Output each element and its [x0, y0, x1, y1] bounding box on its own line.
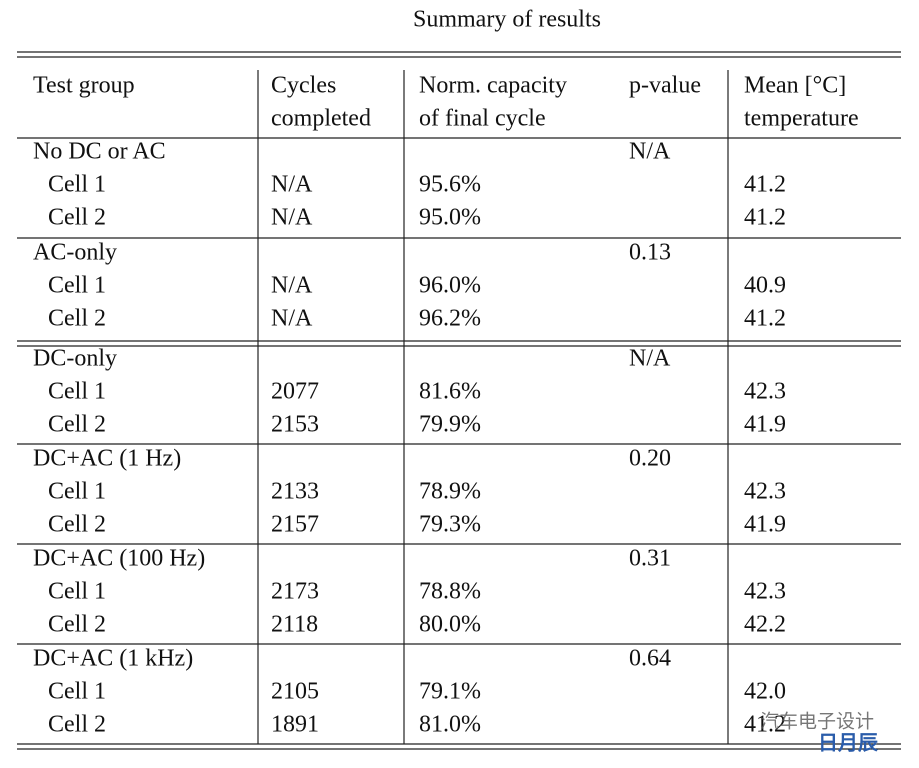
- header-cell: Cycles: [271, 73, 336, 99]
- row-label: Cell 2: [48, 712, 106, 738]
- cell: 41.2: [744, 172, 786, 198]
- header-cell: Mean [°C]: [744, 73, 846, 99]
- p-value: 0.31: [629, 546, 671, 572]
- p-value: N/A: [629, 346, 671, 372]
- cell: 96.2%: [419, 306, 481, 332]
- row-label: Cell 2: [48, 412, 106, 438]
- p-value: 0.13: [629, 240, 671, 266]
- p-value: 0.64: [629, 646, 671, 672]
- cell: 42.3: [744, 579, 786, 605]
- cell: 79.3%: [419, 512, 481, 538]
- cell: 41.2: [744, 306, 786, 332]
- row-label: Cell 1: [48, 273, 106, 299]
- row-label: Cell 1: [48, 479, 106, 505]
- cell: 1891: [271, 712, 319, 738]
- row-label: Cell 2: [48, 512, 106, 538]
- header-cell: Test group: [33, 73, 135, 99]
- row-label: Cell 1: [48, 579, 106, 605]
- cell: 2118: [271, 612, 318, 638]
- cell: 95.0%: [419, 205, 481, 231]
- group-name: No DC or AC: [33, 139, 166, 165]
- header-cell: of final cycle: [419, 106, 546, 132]
- cell: 42.0: [744, 679, 786, 705]
- cell: 79.1%: [419, 679, 481, 705]
- cell: 2077: [271, 379, 319, 405]
- row-label: Cell 2: [48, 306, 106, 332]
- cell: 41.2: [744, 712, 786, 738]
- group-name: DC+AC (100 Hz): [33, 546, 205, 572]
- header-cell: p-value: [629, 73, 701, 99]
- cell: 2153: [271, 412, 319, 438]
- cell: 96.0%: [419, 273, 481, 299]
- cell: 78.9%: [419, 479, 481, 505]
- cell: N/A: [271, 273, 313, 299]
- p-value: 0.20: [629, 446, 671, 472]
- cell: 42.2: [744, 612, 786, 638]
- cell: 41.9: [744, 512, 786, 538]
- header-cell: completed: [271, 106, 371, 132]
- row-label: Cell 2: [48, 205, 106, 231]
- header-cell: Norm. capacity: [419, 73, 567, 99]
- cell: N/A: [271, 205, 313, 231]
- p-value: N/A: [629, 139, 671, 165]
- table-title: Summary of results: [413, 7, 601, 33]
- group-name: DC+AC (1 Hz): [33, 446, 181, 472]
- cell: 81.0%: [419, 712, 481, 738]
- cell: 2173: [271, 579, 319, 605]
- cell: 41.9: [744, 412, 786, 438]
- row-label: Cell 2: [48, 612, 106, 638]
- cell: 2133: [271, 479, 319, 505]
- cell: 78.8%: [419, 579, 481, 605]
- row-label: Cell 1: [48, 679, 106, 705]
- cell: 2105: [271, 679, 319, 705]
- group-name: DC+AC (1 kHz): [33, 646, 193, 672]
- cell: 40.9: [744, 273, 786, 299]
- group-name: AC-only: [33, 240, 117, 266]
- cell: 95.6%: [419, 172, 481, 198]
- watermark-logo: 日月辰: [818, 731, 879, 755]
- cell: 81.6%: [419, 379, 481, 405]
- cell: 42.3: [744, 379, 786, 405]
- row-label: Cell 1: [48, 379, 106, 405]
- row-label: Cell 1: [48, 172, 106, 198]
- cell: 79.9%: [419, 412, 481, 438]
- watermark-text: 汽车电子设计: [760, 711, 874, 733]
- cell: N/A: [271, 172, 313, 198]
- header-cell: temperature: [744, 106, 859, 132]
- cell: 80.0%: [419, 612, 481, 638]
- cell: 41.2: [744, 205, 786, 231]
- group-name: DC-only: [33, 346, 117, 372]
- cell: 42.3: [744, 479, 786, 505]
- cell: 2157: [271, 512, 319, 538]
- cell: N/A: [271, 306, 313, 332]
